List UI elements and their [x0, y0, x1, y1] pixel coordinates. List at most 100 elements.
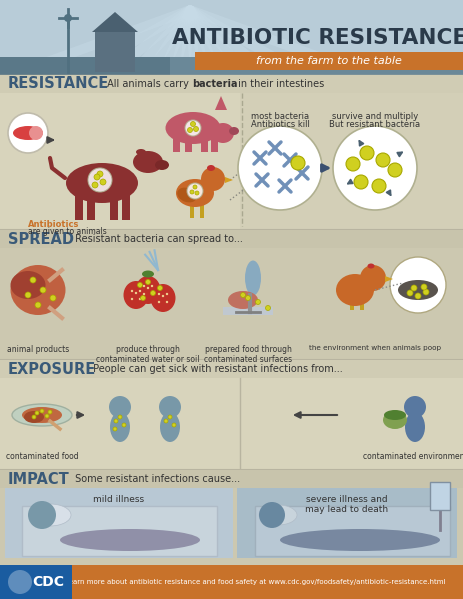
Circle shape	[88, 168, 112, 192]
Bar	[0, 360, 463, 470]
Bar	[22, 506, 217, 556]
Circle shape	[40, 287, 46, 293]
Circle shape	[168, 415, 172, 419]
Text: from the farm to the table: from the farm to the table	[256, 56, 402, 66]
Circle shape	[158, 301, 160, 303]
Text: in their intestines: in their intestines	[235, 79, 324, 89]
Text: ANTIBIOTIC RESISTANCE: ANTIBIOTIC RESISTANCE	[172, 28, 463, 48]
Circle shape	[139, 298, 141, 300]
Text: bacteria: bacteria	[192, 79, 238, 89]
Circle shape	[64, 14, 72, 22]
Circle shape	[157, 286, 163, 291]
Circle shape	[390, 257, 446, 313]
Bar	[0, 470, 463, 488]
Circle shape	[114, 419, 118, 423]
Text: the environment when animals poop: the environment when animals poop	[309, 345, 441, 351]
Circle shape	[201, 167, 225, 191]
Text: severe illness and
may lead to death: severe illness and may lead to death	[306, 495, 388, 515]
Circle shape	[48, 410, 52, 414]
Ellipse shape	[398, 280, 438, 300]
Circle shape	[139, 290, 141, 292]
Circle shape	[158, 293, 160, 295]
Ellipse shape	[133, 151, 163, 173]
Circle shape	[143, 285, 145, 287]
Bar	[95, 32, 135, 72]
Circle shape	[94, 174, 100, 180]
Circle shape	[122, 423, 126, 427]
Circle shape	[415, 293, 421, 299]
Text: All animals carry: All animals carry	[104, 79, 192, 89]
Ellipse shape	[384, 410, 406, 420]
Circle shape	[8, 113, 48, 153]
Bar	[0, 57, 170, 75]
Text: most bacteria: most bacteria	[251, 112, 309, 121]
Text: CDC: CDC	[32, 575, 64, 589]
Ellipse shape	[66, 163, 138, 203]
Ellipse shape	[29, 504, 71, 526]
Bar	[200, 200, 204, 218]
Bar	[110, 180, 118, 220]
Bar	[255, 506, 450, 556]
Text: SPREAD: SPREAD	[8, 231, 74, 247]
Bar	[0, 57, 463, 75]
Circle shape	[92, 182, 98, 188]
Circle shape	[109, 396, 131, 418]
Bar	[0, 565, 463, 599]
Circle shape	[195, 191, 199, 195]
Circle shape	[259, 502, 285, 528]
Circle shape	[360, 146, 374, 160]
Bar	[195, 52, 463, 70]
Ellipse shape	[11, 265, 65, 315]
Circle shape	[407, 290, 413, 296]
Text: mild illness: mild illness	[94, 495, 144, 504]
Ellipse shape	[259, 505, 297, 525]
Circle shape	[421, 284, 427, 290]
Circle shape	[151, 285, 153, 287]
Ellipse shape	[245, 261, 261, 295]
Bar	[0, 470, 463, 565]
Ellipse shape	[60, 529, 200, 551]
Circle shape	[40, 409, 44, 413]
Ellipse shape	[383, 411, 407, 429]
Circle shape	[164, 419, 168, 423]
Bar	[237, 488, 457, 558]
Ellipse shape	[368, 264, 375, 268]
Ellipse shape	[207, 165, 215, 171]
Text: RESISTANCE: RESISTANCE	[8, 77, 109, 92]
Ellipse shape	[22, 407, 62, 423]
Bar	[0, 230, 463, 360]
Text: produce through
contaminated water or soil: produce through contaminated water or so…	[96, 345, 200, 364]
Bar	[201, 132, 208, 152]
Text: EXPOSURE: EXPOSURE	[8, 362, 96, 377]
Polygon shape	[215, 96, 227, 110]
Bar	[223, 307, 273, 315]
Ellipse shape	[136, 149, 146, 155]
Circle shape	[135, 292, 137, 294]
Text: survive and multiply: survive and multiply	[332, 112, 418, 121]
Bar	[360, 292, 364, 310]
Circle shape	[423, 289, 429, 295]
Circle shape	[8, 570, 32, 594]
Ellipse shape	[136, 276, 161, 304]
Ellipse shape	[110, 412, 130, 442]
Ellipse shape	[150, 284, 175, 312]
Circle shape	[97, 171, 103, 177]
Text: Antibiotics: Antibiotics	[28, 220, 79, 229]
Circle shape	[185, 120, 201, 136]
Circle shape	[25, 292, 31, 298]
Text: are given to animals: are given to animals	[28, 227, 107, 236]
Bar	[430, 482, 450, 510]
Circle shape	[162, 295, 164, 297]
Circle shape	[150, 291, 156, 295]
Circle shape	[240, 292, 245, 298]
Polygon shape	[225, 177, 233, 183]
Circle shape	[166, 301, 168, 303]
Ellipse shape	[228, 291, 258, 309]
Bar	[185, 132, 192, 152]
Ellipse shape	[160, 412, 180, 442]
Polygon shape	[385, 276, 393, 282]
Text: contaminated food: contaminated food	[6, 452, 78, 461]
Circle shape	[166, 293, 168, 295]
Bar	[0, 565, 72, 599]
Circle shape	[32, 415, 36, 419]
